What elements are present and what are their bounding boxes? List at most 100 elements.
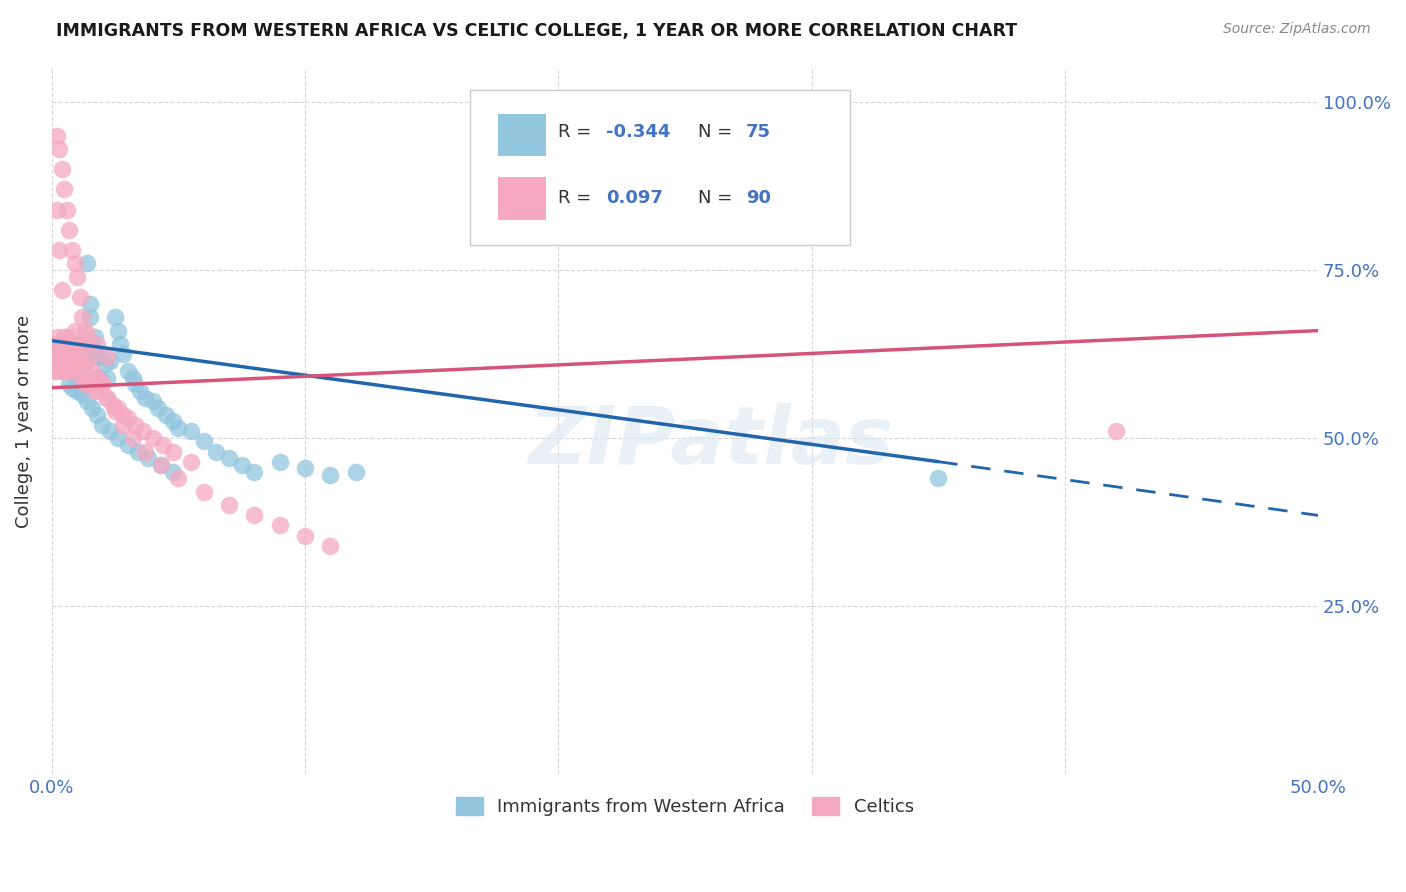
- Point: [53, 330, 76, 344]
- Point: [162, 414, 184, 428]
- Point: [89, 384, 111, 398]
- Point: [121, 431, 143, 445]
- Point: [82, 337, 104, 351]
- Point: [76, 394, 98, 409]
- Text: IMMIGRANTS FROM WESTERN AFRICA VS CELTIC COLLEGE, 1 YEAR OR MORE CORRELATION CHA: IMMIGRANTS FROM WESTERN AFRICA VS CELTIC…: [56, 22, 1018, 40]
- Point: [193, 484, 215, 499]
- Point: [60, 243, 83, 257]
- Point: [58, 223, 80, 237]
- Point: [134, 391, 156, 405]
- Point: [180, 425, 202, 439]
- Point: [83, 330, 105, 344]
- Point: [111, 347, 134, 361]
- Point: [96, 370, 118, 384]
- Point: [86, 370, 108, 384]
- Point: [167, 471, 190, 485]
- Point: [76, 326, 98, 341]
- Point: [76, 337, 98, 351]
- Point: [121, 370, 143, 384]
- Point: [117, 364, 139, 378]
- Text: N =: N =: [697, 189, 738, 207]
- Point: [66, 364, 89, 378]
- Point: [129, 384, 152, 398]
- Point: [86, 370, 108, 384]
- Point: [48, 337, 70, 351]
- Point: [48, 357, 70, 371]
- Point: [218, 499, 240, 513]
- Point: [60, 354, 83, 368]
- Point: [79, 296, 101, 310]
- Point: [91, 351, 114, 365]
- Point: [205, 444, 228, 458]
- Point: [58, 377, 80, 392]
- Point: [294, 528, 316, 542]
- Point: [70, 347, 93, 361]
- Point: [58, 364, 80, 378]
- Point: [48, 351, 70, 365]
- Point: [45, 343, 67, 358]
- Point: [44, 364, 66, 378]
- Point: [44, 351, 66, 365]
- Point: [51, 162, 73, 177]
- Point: [927, 471, 949, 485]
- Text: ZIPatlas: ZIPatlas: [527, 403, 893, 482]
- Point: [82, 364, 104, 378]
- Point: [58, 337, 80, 351]
- Point: [44, 337, 66, 351]
- Point: [294, 461, 316, 475]
- Text: 0.097: 0.097: [606, 189, 664, 207]
- Point: [56, 202, 79, 217]
- Point: [86, 408, 108, 422]
- Point: [269, 455, 291, 469]
- Text: N =: N =: [697, 123, 738, 141]
- Text: 90: 90: [745, 189, 770, 207]
- Point: [152, 438, 174, 452]
- Point: [63, 340, 86, 354]
- Point: [45, 202, 67, 217]
- Point: [149, 458, 172, 472]
- Text: 75: 75: [745, 123, 770, 141]
- Point: [180, 455, 202, 469]
- FancyBboxPatch shape: [498, 113, 546, 156]
- Point: [73, 357, 96, 371]
- Point: [86, 351, 108, 365]
- Point: [319, 539, 342, 553]
- Point: [53, 343, 76, 358]
- Point: [149, 458, 172, 472]
- Point: [70, 370, 93, 384]
- Point: [66, 351, 89, 365]
- Point: [117, 411, 139, 425]
- Point: [73, 347, 96, 361]
- Point: [107, 431, 129, 445]
- Point: [73, 324, 96, 338]
- Point: [142, 431, 165, 445]
- Point: [60, 347, 83, 361]
- Point: [69, 337, 91, 351]
- Point: [69, 364, 91, 378]
- Point: [70, 387, 93, 401]
- FancyBboxPatch shape: [498, 178, 546, 219]
- Point: [51, 357, 73, 371]
- Point: [344, 465, 367, 479]
- Point: [146, 401, 169, 415]
- Point: [60, 357, 83, 371]
- Text: R =: R =: [558, 123, 598, 141]
- Point: [91, 417, 114, 432]
- Point: [45, 357, 67, 371]
- Y-axis label: College, 1 year or more: College, 1 year or more: [15, 315, 32, 528]
- Point: [79, 351, 101, 365]
- Point: [58, 351, 80, 365]
- Point: [70, 310, 93, 325]
- Point: [53, 337, 76, 351]
- Point: [60, 343, 83, 358]
- Point: [96, 391, 118, 405]
- Point: [124, 417, 146, 432]
- Point: [66, 269, 89, 284]
- Point: [66, 364, 89, 378]
- Point: [56, 343, 79, 358]
- Point: [101, 398, 124, 412]
- Point: [89, 370, 111, 384]
- FancyBboxPatch shape: [470, 90, 849, 245]
- Point: [51, 347, 73, 361]
- Point: [45, 128, 67, 143]
